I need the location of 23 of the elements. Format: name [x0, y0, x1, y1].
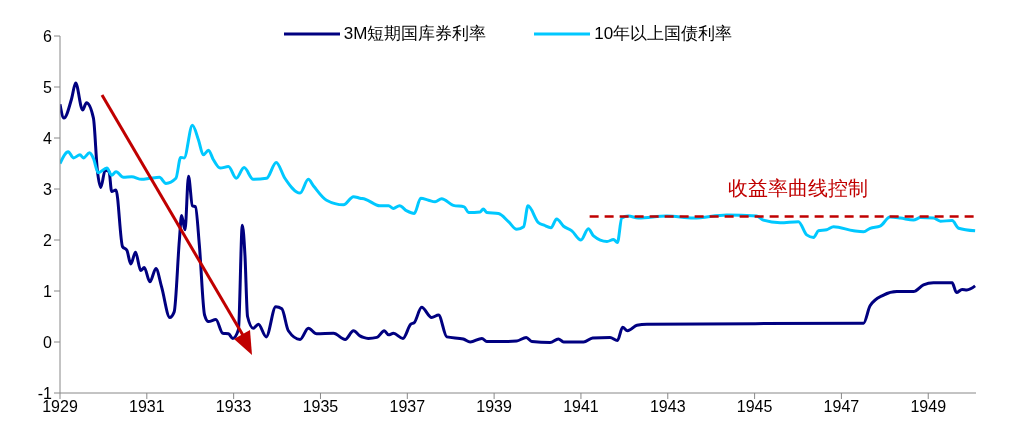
- annotation: 收益率曲线控制: [728, 175, 869, 200]
- x-tick-label: 1929: [42, 398, 78, 416]
- y-tick-label: 5: [43, 78, 53, 96]
- x-tick-label: 1941: [563, 398, 599, 416]
- y-tick-label: 2: [43, 231, 53, 249]
- x-tick-label: 1931: [129, 398, 165, 416]
- x-tick-label: 1937: [389, 398, 426, 416]
- line-series: [60, 81, 976, 345]
- y-tick-label: 1: [43, 282, 53, 300]
- x-tick-label: 1939: [476, 398, 513, 416]
- legend-label: 10年以上国债利率: [594, 23, 733, 45]
- y-tick-label: 0: [43, 333, 53, 351]
- x-tick-label: 1943: [649, 398, 686, 416]
- legend-label: 3M短期国库券利率: [343, 23, 487, 45]
- x-tick-label: 1935: [302, 398, 339, 416]
- y-tick-label: 3: [43, 180, 53, 198]
- x-tick-label: 1949: [910, 398, 947, 416]
- y-tick-label: 4: [43, 129, 53, 147]
- x-tick-label: 1933: [215, 398, 252, 416]
- line-series: [60, 123, 976, 245]
- x-tick-label: 1947: [823, 398, 860, 416]
- y-tick-label: 6: [43, 27, 53, 45]
- x-tick-label: 1945: [736, 398, 773, 416]
